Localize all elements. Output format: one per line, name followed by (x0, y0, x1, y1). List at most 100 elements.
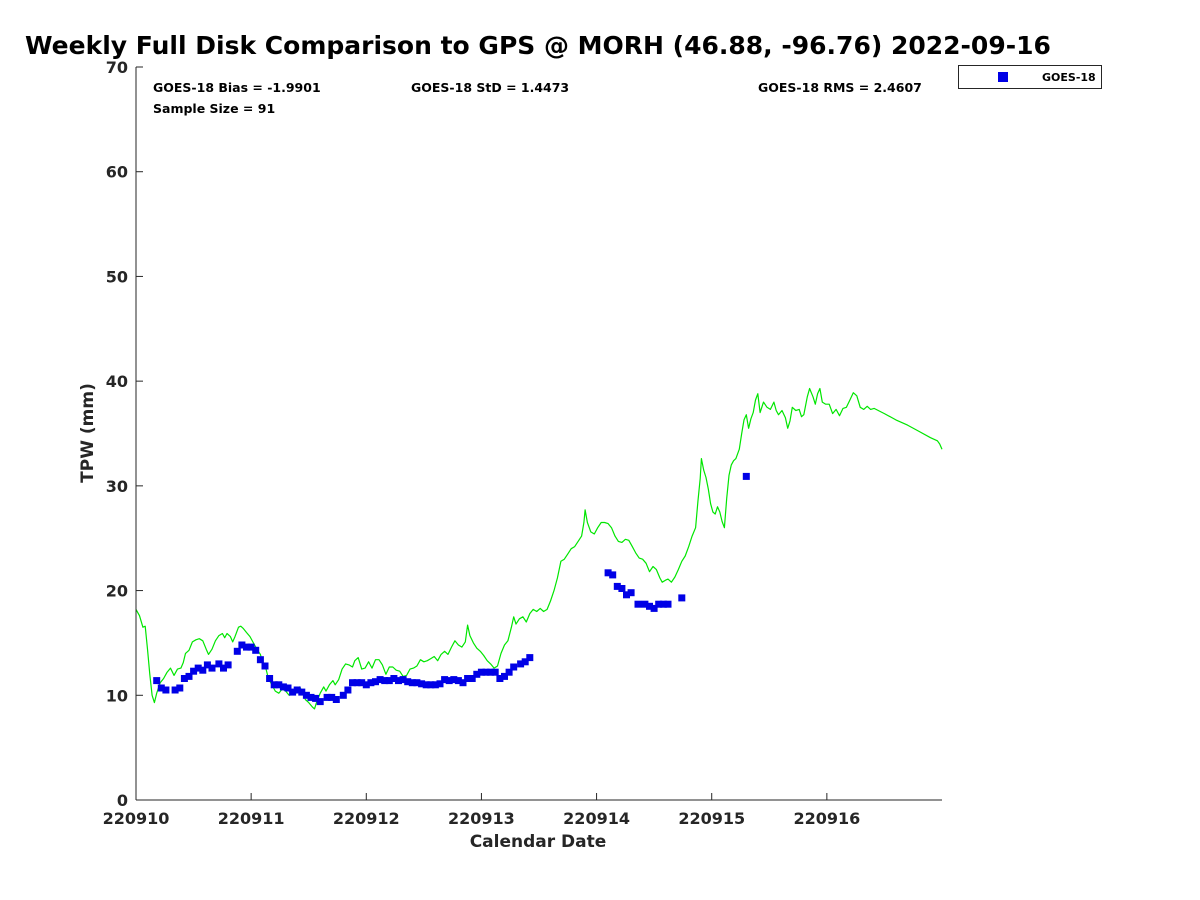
goes-18-point (634, 600, 642, 608)
goes-18-point (413, 679, 421, 687)
goes-18-point (323, 693, 331, 701)
chart-title: Weekly Full Disk Comparison to GPS @ MOR… (25, 31, 1051, 60)
goes-18-point (609, 571, 617, 579)
goes-18-point (367, 679, 375, 687)
y-tick-label: 10 (106, 686, 128, 705)
goes-18-point (203, 661, 211, 669)
goes-18-point (289, 688, 297, 696)
goes-18-point (468, 675, 476, 682)
goes-18-point (505, 668, 513, 676)
goes-18-point (510, 663, 518, 671)
goes-18-point (664, 600, 672, 608)
x-tick-label: 220914 (563, 809, 630, 828)
goes-18-point (157, 684, 165, 692)
goes-18-point (742, 472, 750, 480)
goes-18-point (358, 679, 366, 687)
goes-18-point (517, 660, 525, 668)
goes-18-point (427, 681, 435, 689)
goes-18-point (247, 643, 255, 651)
goes-18-point (501, 672, 508, 680)
goes-18-point (521, 658, 529, 666)
y-tick-label: 20 (106, 582, 128, 601)
y-tick-label: 60 (106, 163, 128, 182)
goes-18-point (496, 675, 504, 682)
goes-18-point (473, 670, 481, 678)
x-tick-label: 220916 (793, 809, 860, 828)
goes-18-point (261, 662, 269, 670)
x-tick-label: 220915 (678, 809, 745, 828)
plot-background (136, 67, 942, 800)
goes-18-point (381, 677, 389, 685)
goes-18-point (332, 696, 340, 703)
goes-18-point (362, 681, 370, 689)
goes-18-point (279, 683, 287, 691)
goes-18-point (450, 676, 458, 684)
legend-label-goes-18: GOES-18 (1042, 71, 1096, 84)
gps-line-layer (135, 387, 943, 710)
goes-18-point (298, 688, 306, 696)
goes-18-point (482, 668, 490, 676)
goes-18-point (266, 675, 274, 682)
goes-18-point (618, 585, 626, 592)
legend-marker-goes-18 (998, 72, 1008, 82)
goes-point-layer (153, 472, 750, 706)
goes-18-point (399, 676, 407, 684)
bias-stat: GOES-18 Bias = -1.9901 (153, 80, 321, 95)
goes-18-point (349, 679, 356, 687)
goes-18-point (243, 643, 250, 651)
goes-18-point (220, 664, 227, 672)
goes-18-point (390, 675, 398, 682)
goes-18-point (623, 591, 630, 599)
goes-18-point (176, 684, 184, 692)
goes-18-point (162, 686, 170, 694)
y-tick-label: 40 (106, 372, 128, 391)
goes-18-point (613, 582, 621, 590)
goes-18-point (215, 660, 223, 668)
goes-18-point (312, 694, 320, 702)
goes-18-point (385, 677, 393, 685)
goes-18-point (376, 676, 384, 684)
x-tick-label: 220911 (218, 809, 285, 828)
goes-18-point (180, 675, 188, 682)
goes-18-point (646, 602, 653, 610)
goes-18-point (659, 600, 667, 608)
x-axis-label: Calendar Date (470, 832, 607, 852)
goes-18-point (604, 569, 612, 577)
x-tick-label: 220913 (448, 809, 515, 828)
sample-size-stat: Sample Size = 91 (153, 101, 275, 116)
goes-18-point (256, 656, 264, 664)
goes-18-point (199, 666, 207, 674)
goes-18-point (445, 677, 453, 685)
goes-18-point (190, 667, 198, 675)
legend-box (958, 65, 1102, 89)
goes-18-point (431, 681, 439, 689)
stats-annotation: GOES-18 Bias = -1.9901 GOES-18 StD = 1.4… (153, 80, 922, 116)
goes-18-point (224, 661, 232, 669)
goes-18-point (422, 681, 430, 689)
x-tick-label: 220912 (333, 809, 400, 828)
goes-18-point (293, 686, 301, 694)
y-axis-ticks: 0 10 20 30 40 50 60 70 (106, 58, 143, 810)
goes-18-point (408, 679, 416, 687)
plot-area (135, 67, 943, 800)
goes-18-point (372, 678, 379, 686)
legend: GOES-18 (958, 65, 1102, 89)
goes-18-point (454, 677, 462, 685)
y-axis-label: TPW (mm) (78, 383, 98, 483)
goes-18-point (491, 668, 499, 676)
goes-18-point (284, 684, 292, 692)
goes-18-point (153, 677, 161, 685)
goes-18-point (655, 600, 663, 608)
goes-18-point (194, 664, 202, 672)
goes-18-point (328, 693, 336, 701)
goes-18-point (233, 647, 241, 655)
goes-18-point (238, 641, 246, 649)
goes-18-point (270, 681, 278, 689)
goes-18-point (353, 679, 361, 687)
goes-18-point (208, 664, 216, 672)
goes-18-point (459, 679, 467, 687)
goes-18-point (464, 675, 472, 682)
goes-18-point (526, 654, 534, 662)
goes-18-point (275, 681, 283, 689)
x-tick-label: 220910 (103, 809, 170, 828)
